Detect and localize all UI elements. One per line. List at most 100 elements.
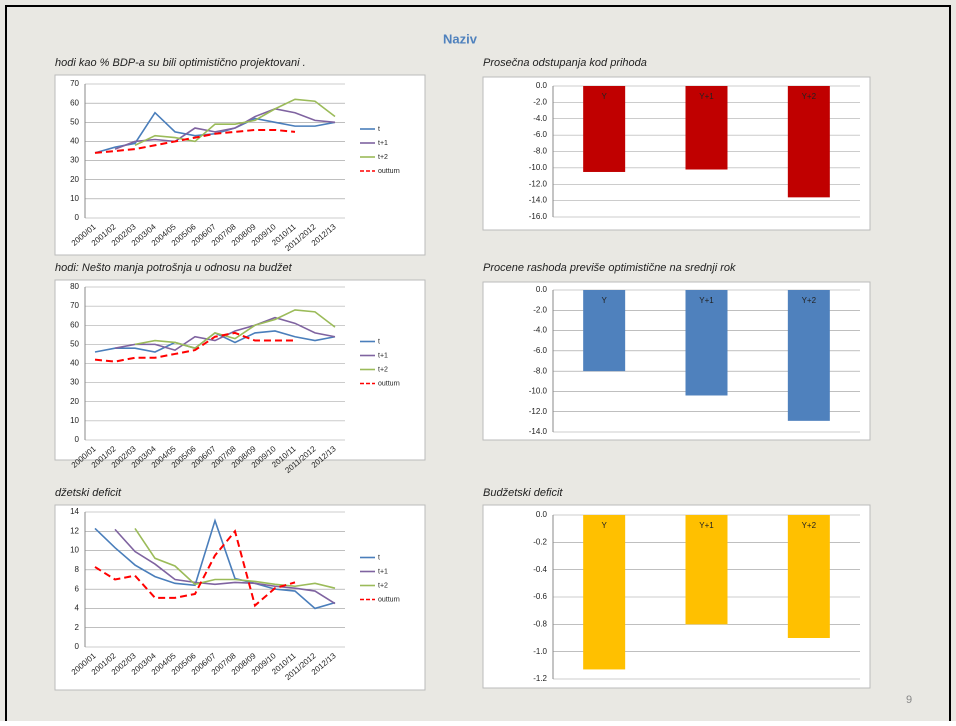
legend-label: t+2 bbox=[378, 154, 388, 161]
y-tick-label: -8.0 bbox=[533, 366, 547, 375]
chart-title: Prosečna odstupanja kod prihoda bbox=[483, 57, 647, 69]
y-tick-label: 20 bbox=[70, 175, 79, 184]
y-tick-label: 30 bbox=[70, 378, 79, 387]
y-tick-label: 0 bbox=[75, 642, 80, 651]
series-line bbox=[94, 529, 296, 608]
y-tick-label: 0.0 bbox=[536, 285, 548, 294]
bar bbox=[787, 515, 830, 638]
y-tick-label: 50 bbox=[70, 117, 79, 126]
y-tick-label: 30 bbox=[70, 156, 79, 165]
y-tick-label: 70 bbox=[70, 301, 79, 310]
y-tick-label: 40 bbox=[70, 137, 79, 146]
y-tick-label: -10.0 bbox=[529, 163, 548, 172]
chart-area bbox=[54, 504, 426, 691]
y-tick-label: -14.0 bbox=[529, 427, 548, 436]
y-tick-label: -4.0 bbox=[533, 326, 547, 335]
category-label: Y bbox=[601, 92, 607, 101]
bar bbox=[685, 515, 728, 625]
y-tick-label: -0.8 bbox=[533, 619, 547, 628]
y-tick-label: 80 bbox=[70, 282, 79, 291]
bar bbox=[685, 290, 728, 396]
y-tick-label: -0.4 bbox=[533, 565, 547, 574]
y-tick-label: -1.0 bbox=[533, 647, 547, 656]
category-label: Y bbox=[601, 521, 607, 530]
legend-label: outturn bbox=[378, 596, 400, 603]
legend-label: t+2 bbox=[378, 582, 388, 589]
category-label: Y+2 bbox=[802, 521, 817, 530]
y-tick-label: -8.0 bbox=[533, 147, 547, 156]
legend-label: t+1 bbox=[378, 568, 388, 575]
y-tick-label: 50 bbox=[70, 339, 79, 348]
legend-label: outturn bbox=[378, 380, 400, 387]
category-label: Y+1 bbox=[699, 521, 714, 530]
bar bbox=[583, 515, 626, 670]
y-tick-label: 70 bbox=[70, 79, 79, 88]
y-tick-label: -12.0 bbox=[529, 407, 548, 416]
y-tick-label: -6.0 bbox=[533, 130, 547, 139]
series-line bbox=[134, 98, 336, 146]
y-tick-label: 60 bbox=[70, 98, 79, 107]
series-line bbox=[134, 527, 336, 589]
chart-title: džetski deficit bbox=[55, 487, 122, 499]
y-tick-label: -14.0 bbox=[529, 196, 548, 205]
y-tick-label: -2.0 bbox=[533, 97, 547, 106]
y-tick-label: 2 bbox=[75, 623, 80, 632]
y-tick-label: 10 bbox=[70, 416, 79, 425]
y-tick-label: 10 bbox=[70, 194, 79, 203]
chart-title: hodi: Nešto manja potrošnja u odnosu na … bbox=[55, 262, 293, 274]
y-tick-label: -1.2 bbox=[533, 674, 547, 683]
chart-title: Budžetski deficit bbox=[483, 487, 563, 499]
slide-border bbox=[5, 5, 951, 721]
y-tick-label: -10.0 bbox=[529, 387, 548, 396]
y-tick-label: 10 bbox=[70, 546, 79, 555]
category-label: Y+1 bbox=[699, 296, 714, 305]
bar bbox=[583, 86, 626, 172]
chart-title: hodi kao % BDP-a su bili optimistično pr… bbox=[55, 57, 306, 69]
y-tick-label: 12 bbox=[70, 526, 79, 535]
y-tick-label: -12.0 bbox=[529, 179, 548, 188]
y-tick-label: -16.0 bbox=[529, 212, 548, 221]
category-label: Y bbox=[601, 296, 607, 305]
series-line bbox=[114, 108, 336, 150]
legend-label: t bbox=[378, 338, 380, 345]
series-line bbox=[134, 309, 336, 350]
y-tick-label: 20 bbox=[70, 397, 79, 406]
bar bbox=[787, 86, 830, 198]
bar bbox=[685, 86, 728, 170]
y-tick-label: -6.0 bbox=[533, 346, 547, 355]
category-label: Y+2 bbox=[802, 296, 817, 305]
series-line bbox=[114, 528, 336, 605]
series-line bbox=[94, 128, 296, 154]
category-label: Y+2 bbox=[802, 92, 817, 101]
bar bbox=[787, 290, 830, 421]
legend-label: t+2 bbox=[378, 366, 388, 373]
y-tick-label: 14 bbox=[70, 507, 79, 516]
page-number: 9 bbox=[906, 694, 912, 706]
y-tick-label: 6 bbox=[75, 584, 80, 593]
category-label: Y+1 bbox=[699, 92, 714, 101]
chart-title: Procene rashoda previše optimistične na … bbox=[483, 262, 736, 274]
y-tick-label: 0 bbox=[75, 213, 80, 222]
y-tick-label: 8 bbox=[75, 565, 80, 574]
series-line bbox=[94, 518, 336, 610]
y-tick-label: 0.0 bbox=[536, 81, 548, 90]
y-tick-label: 0 bbox=[75, 435, 80, 444]
y-tick-label: -0.6 bbox=[533, 592, 547, 601]
legend-label: t bbox=[378, 126, 380, 133]
y-tick-label: -4.0 bbox=[533, 114, 547, 123]
slide-title: Naziv bbox=[443, 31, 478, 46]
series-line bbox=[94, 331, 295, 363]
bar bbox=[583, 290, 626, 372]
y-tick-label: -0.2 bbox=[533, 537, 547, 546]
legend-label: t bbox=[378, 554, 380, 561]
legend-label: outturn bbox=[378, 168, 400, 175]
y-tick-label: 4 bbox=[75, 604, 80, 613]
y-tick-label: -2.0 bbox=[533, 305, 547, 314]
legend-label: t+1 bbox=[378, 352, 388, 359]
y-tick-label: 40 bbox=[70, 359, 79, 368]
legend-label: t+1 bbox=[378, 140, 388, 147]
y-tick-label: 0.0 bbox=[536, 510, 548, 519]
chart-area bbox=[54, 74, 426, 256]
